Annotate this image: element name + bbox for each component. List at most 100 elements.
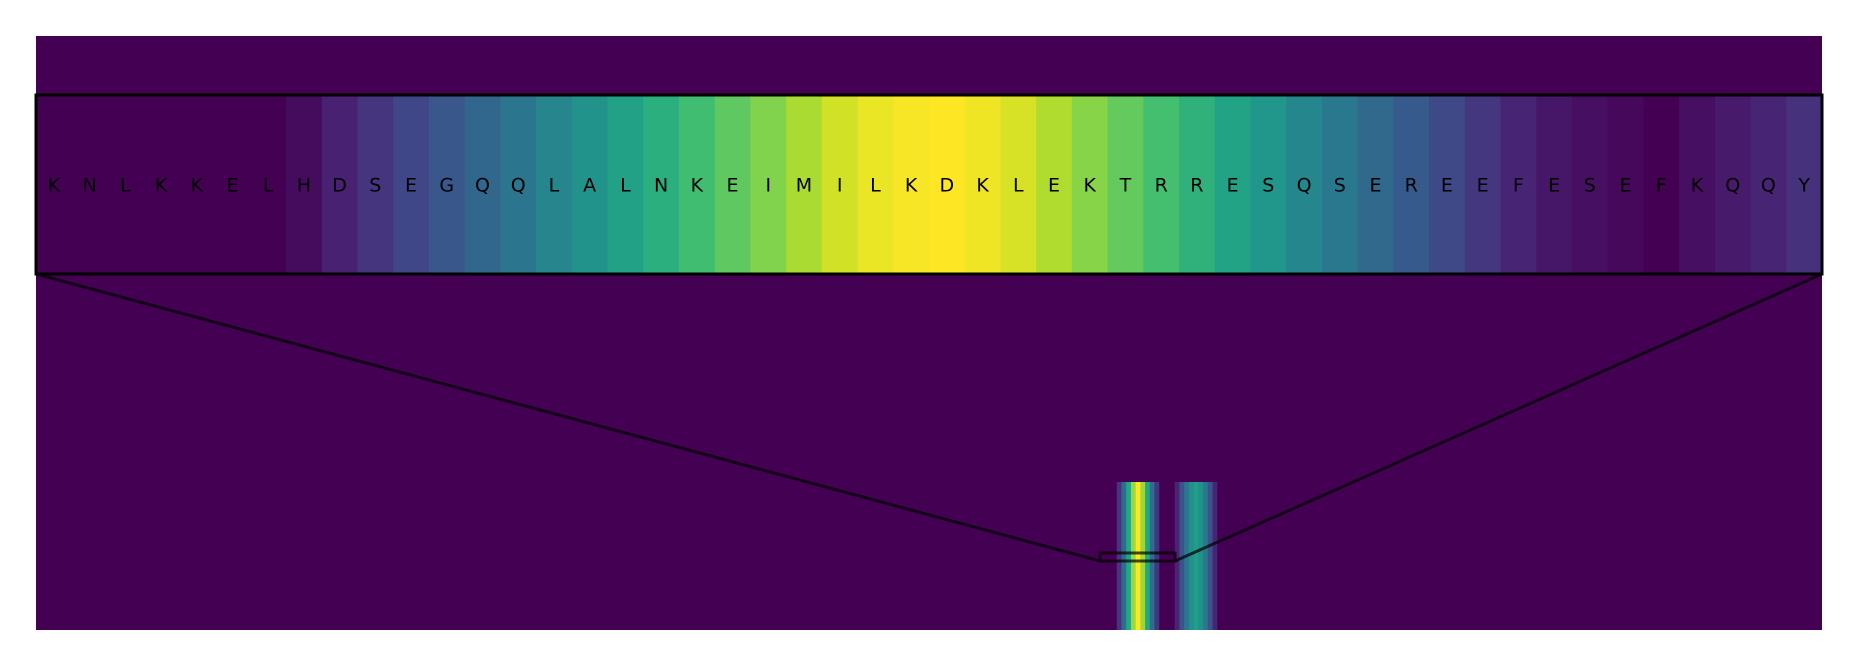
zoom-cell xyxy=(1643,95,1680,274)
zoom-cell xyxy=(1429,95,1466,274)
overview-band-1-cell xyxy=(1154,482,1160,630)
zoom-cell xyxy=(1571,95,1609,274)
residue-label: E xyxy=(1227,175,1239,197)
zoom-cell xyxy=(1286,95,1323,274)
residue-label: Q xyxy=(1761,175,1776,197)
overview-band-1-cell xyxy=(1159,482,1165,630)
residue-label: L xyxy=(1013,175,1024,197)
residue-label: S xyxy=(369,175,381,197)
residue-label: L xyxy=(120,175,131,197)
residue-label: Q xyxy=(511,175,526,197)
residue-label: R xyxy=(1155,175,1168,197)
residue-label: L xyxy=(870,175,881,197)
zoom-cell xyxy=(1214,95,1251,274)
overview-band-1-cell xyxy=(1126,482,1132,630)
residue-label: H xyxy=(297,175,311,197)
zoom-cell xyxy=(1321,95,1359,274)
zoom-cell xyxy=(1500,95,1537,274)
residue-label: K xyxy=(48,175,61,197)
residue-label: Q xyxy=(475,175,490,197)
zoom-cell xyxy=(536,95,573,274)
residue-label: E xyxy=(405,175,417,197)
zoom-cell xyxy=(1071,95,1109,274)
residue-label: E xyxy=(1441,175,1453,197)
residue-label: M xyxy=(796,175,812,197)
zoom-cell xyxy=(571,95,609,274)
residue-label: I xyxy=(765,175,771,197)
overview-band-1-cell xyxy=(1149,482,1156,630)
residue-label: K xyxy=(1084,175,1097,197)
overview-band-1-cell xyxy=(1130,482,1137,630)
zoom-source-box xyxy=(1098,551,1177,563)
overview-band-1-cell xyxy=(1145,482,1151,630)
zoom-cell xyxy=(1143,95,1180,274)
overview-band-1-cell xyxy=(1116,482,1123,630)
zoom-cell xyxy=(178,95,216,274)
zoom-cell xyxy=(786,95,823,274)
residue-label: F xyxy=(1656,175,1667,197)
residue-label: E xyxy=(1048,175,1060,197)
zoom-cell xyxy=(643,95,680,274)
residue-label: E xyxy=(727,175,739,197)
overview-band-2-cell xyxy=(1179,482,1185,630)
overview-band-1-cell xyxy=(1121,482,1127,630)
residue-label: I xyxy=(837,175,843,197)
zoom-cell xyxy=(1750,95,1787,274)
overview-band-2-cell xyxy=(1217,482,1223,630)
residue-label: E xyxy=(1369,175,1381,197)
zoom-cell xyxy=(714,95,751,274)
overview-band-1-cell xyxy=(1140,482,1146,630)
zoom-cell xyxy=(1714,95,1752,274)
zoom-cell xyxy=(964,95,1001,274)
residue-label: S xyxy=(1262,175,1274,197)
residue-label: Y xyxy=(1797,175,1810,197)
zoom-cell xyxy=(750,95,787,274)
zoom-cell xyxy=(143,95,180,274)
zoom-cell xyxy=(1679,95,1716,274)
residue-label: G xyxy=(439,175,454,197)
zoom-cell xyxy=(929,95,966,274)
residue-label: K xyxy=(155,175,168,197)
residue-label: R xyxy=(1190,175,1203,197)
residue-label: A xyxy=(583,175,596,197)
zoom-cell xyxy=(107,95,144,274)
residue-label: E xyxy=(1548,175,1560,197)
zoom-cell xyxy=(71,95,108,274)
zoom-cell xyxy=(893,95,930,274)
zoom-cell xyxy=(1607,95,1644,274)
residue-label: D xyxy=(332,175,347,197)
residue-label: D xyxy=(940,175,955,197)
residue-label: L xyxy=(620,175,631,197)
overview-band-2-cell xyxy=(1170,482,1176,630)
residue-label: K xyxy=(905,175,918,197)
zoom-cell xyxy=(1357,95,1394,274)
residue-label: K xyxy=(691,175,704,197)
zoom-cell xyxy=(1393,95,1430,274)
zoom-cell xyxy=(1536,95,1573,274)
zoom-cell xyxy=(1107,95,1144,274)
residue-label: N xyxy=(654,175,668,197)
zoom-cell xyxy=(464,95,501,274)
zoom-connectors xyxy=(35,272,1823,563)
overview-band-1-cell xyxy=(1135,482,1141,630)
overview-band-2-cell xyxy=(1174,482,1181,630)
residue-label: E xyxy=(226,175,238,197)
overview-band-2-cell xyxy=(1193,482,1199,630)
zoom-cell xyxy=(393,95,430,274)
overview-band-2-cell xyxy=(1207,482,1214,630)
residue-label: S xyxy=(1584,175,1596,197)
zoom-cell xyxy=(500,95,537,274)
zoom-cell xyxy=(1464,95,1502,274)
zoom-cell xyxy=(607,95,644,274)
overview-band-2-cell xyxy=(1212,482,1218,630)
zoom-cell xyxy=(821,95,859,274)
zoom-cell xyxy=(250,95,287,274)
residue-label: K xyxy=(191,175,204,197)
zoom-cell xyxy=(1036,95,1073,274)
residue-label: F xyxy=(1513,175,1524,197)
zoom-cell xyxy=(678,95,716,274)
residue-label: L xyxy=(549,175,560,197)
overview-band-2-cell xyxy=(1188,482,1195,630)
